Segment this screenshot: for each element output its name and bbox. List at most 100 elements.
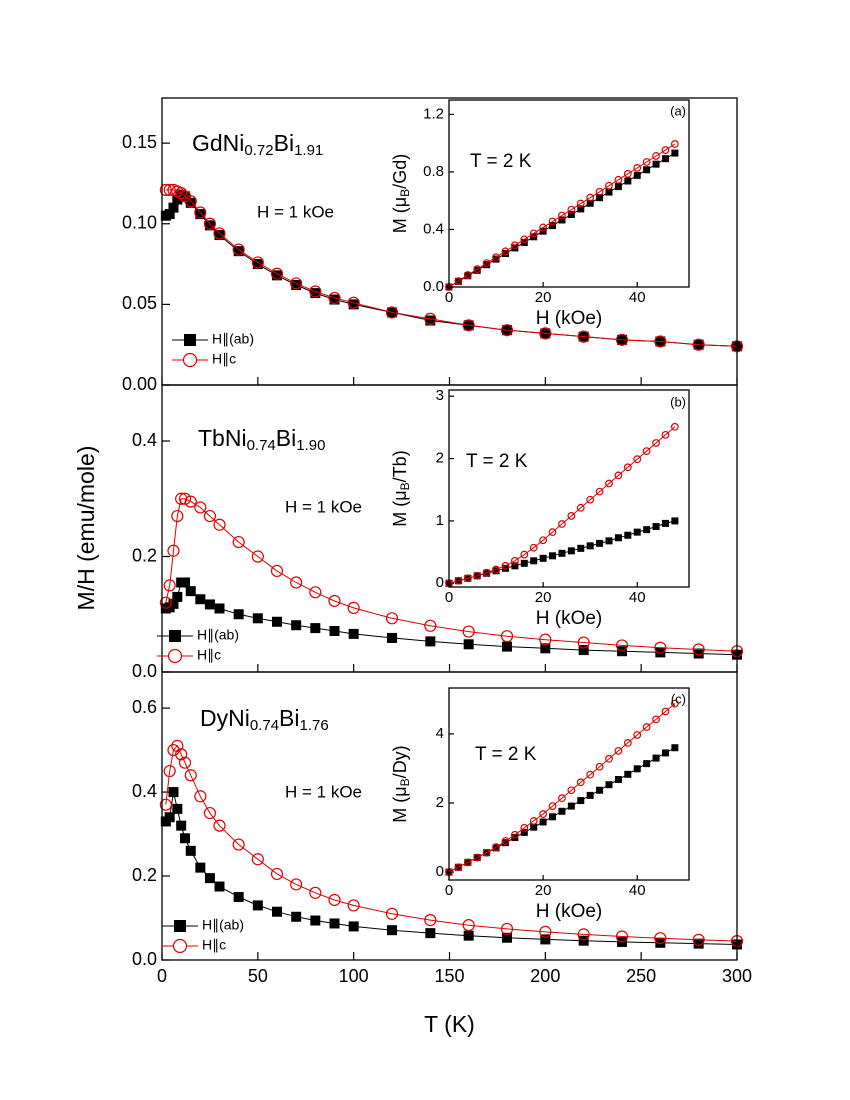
title-part: 0.74: [250, 717, 279, 734]
marker-square: [387, 632, 397, 643]
marker-square: [214, 881, 225, 892]
marker-square: [652, 754, 660, 762]
marker-square: [272, 906, 282, 917]
marker-circle: [605, 479, 613, 488]
marker-circle: [184, 769, 197, 782]
marker-circle: [692, 643, 705, 656]
annotation: T = 2 K: [475, 744, 537, 765]
title-part: 1.91: [294, 142, 323, 159]
marker-circle: [251, 256, 264, 269]
marker-circle: [159, 183, 172, 197]
marker-square: [540, 934, 551, 945]
marker-square: [652, 160, 660, 168]
marker-square: [501, 564, 509, 572]
marker-circle: [576, 199, 585, 208]
marker-circle: [309, 886, 322, 899]
annotation: T = 2 K: [470, 151, 532, 172]
marker-circle: [577, 330, 590, 343]
title-part: Bi: [279, 705, 299, 731]
marker-circle: [462, 625, 475, 638]
marker-circle: [567, 205, 576, 214]
marker-circle: [692, 338, 705, 351]
marker-square: [272, 270, 282, 281]
marker-circle: [501, 247, 510, 256]
y-label-part: M (μ: [390, 490, 410, 526]
marker-circle: [347, 296, 360, 309]
marker-circle: [385, 612, 399, 625]
marker-circle: [670, 422, 679, 431]
y-tick-label: 0.8: [423, 163, 444, 180]
marker-circle: [473, 853, 482, 862]
marker-square: [329, 918, 340, 929]
y-tick-label: 0.6: [132, 697, 157, 717]
marker-square: [596, 539, 604, 547]
marker-circle: [595, 487, 604, 496]
y-axis-label: M/H (emu/mole): [73, 446, 99, 611]
legend-marker: [182, 352, 198, 368]
marker-square: [633, 528, 641, 536]
marker-square: [567, 211, 575, 219]
marker-circle: [213, 819, 226, 832]
marker-square: [214, 230, 225, 241]
marker-circle: [548, 528, 557, 537]
marker-circle: [692, 933, 705, 946]
marker-circle: [270, 867, 284, 881]
marker-circle: [424, 312, 437, 325]
marker-circle: [482, 848, 491, 857]
marker-square: [502, 932, 512, 943]
marker-square: [605, 537, 613, 545]
marker-circle: [500, 324, 514, 337]
marker-circle: [605, 181, 613, 190]
marker-circle: [529, 817, 538, 825]
marker-circle: [520, 235, 529, 244]
marker-circle: [347, 899, 360, 912]
marker-circle: [539, 810, 548, 818]
marker-circle: [529, 229, 538, 238]
marker-circle: [290, 878, 303, 891]
inset-background: [449, 390, 689, 587]
y-axis-label: M (μB/Dy): [390, 745, 412, 822]
y-label-part: /Gd): [390, 154, 410, 189]
marker-square: [558, 216, 566, 224]
legend-label: H∥(ab): [212, 331, 254, 347]
y-tick-label: 0.4: [423, 220, 444, 237]
plot-frame: [448, 99, 690, 288]
marker-circle: [251, 853, 264, 866]
marker-circle: [510, 241, 519, 250]
marker-circle: [454, 576, 463, 585]
marker-circle: [661, 707, 670, 716]
marker-square: [520, 559, 528, 567]
marker-circle: [194, 790, 207, 803]
marker-circle: [652, 152, 660, 160]
y-axis-label: M (μB/Tb): [390, 450, 412, 526]
marker-square: [492, 844, 500, 852]
marker-square: [168, 598, 179, 609]
series-line: [448, 143, 676, 288]
marker-square: [578, 645, 589, 656]
x-tick-label: 150: [434, 966, 464, 986]
marker-circle: [175, 187, 188, 200]
marker-square: [195, 209, 206, 220]
inset-background: [449, 688, 689, 880]
marker-square: [577, 797, 585, 805]
marker-circle: [290, 576, 303, 589]
legend-marker: [167, 648, 183, 664]
marker-circle: [482, 568, 491, 577]
marker-circle: [163, 764, 176, 778]
marker-circle: [633, 455, 642, 464]
marker-circle: [576, 778, 585, 787]
marker-circle: [510, 556, 519, 565]
plot-frame: [161, 671, 738, 961]
marker-square: [530, 557, 538, 565]
marker-square: [614, 534, 622, 542]
marker-square: [195, 594, 206, 605]
marker-circle: [178, 492, 192, 505]
marker-square: [624, 531, 632, 539]
y-tick-label: 0.00: [122, 374, 157, 394]
marker-square: [605, 781, 613, 789]
marker-circle: [309, 586, 322, 599]
annotation: T = 2 K: [466, 451, 528, 472]
title-part: 1.76: [300, 717, 329, 734]
marker-square: [195, 862, 206, 873]
x-axis-label: T (K): [424, 1011, 475, 1037]
